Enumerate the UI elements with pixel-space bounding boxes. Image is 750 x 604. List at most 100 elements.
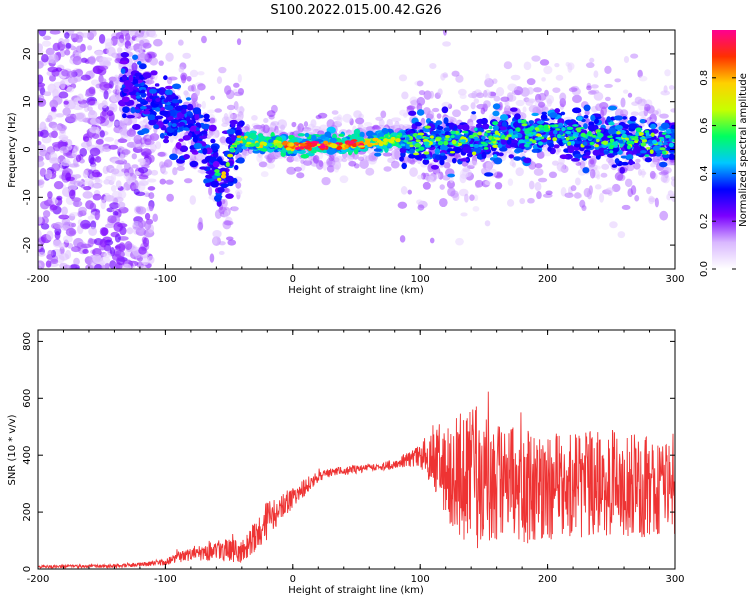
- spectrogram-cell: [80, 219, 91, 230]
- spectrogram-cell: [472, 206, 480, 212]
- spectrogram-cell: [508, 154, 515, 159]
- spectrogram-cell: [364, 139, 371, 144]
- spectrogram-cell: [534, 163, 543, 169]
- spectrogram-cell: [112, 54, 118, 59]
- spectrogram-cell: [277, 119, 288, 130]
- y-tick-label: 400: [22, 446, 33, 465]
- spectrogram-cell: [568, 136, 575, 141]
- spectrogram-cell: [353, 148, 359, 155]
- spectrogram-cell: [203, 113, 210, 120]
- spectrogram-cell: [358, 145, 365, 148]
- spectrogram-cell: [621, 204, 631, 210]
- spectrogram-cell: [492, 121, 499, 126]
- spectrogram-cell: [38, 179, 45, 186]
- spectrogram-cell: [51, 162, 61, 172]
- spectrogram-cell: [626, 141, 631, 145]
- spectrogram-cell: [620, 97, 626, 108]
- spectrogram-cell: [408, 136, 414, 141]
- spectrogram-cell: [468, 151, 473, 158]
- spectrogram-cell: [180, 72, 188, 81]
- spectrogram-cell: [462, 167, 471, 173]
- spectrogram-cell: [484, 180, 492, 186]
- spectrogram-cell: [189, 149, 197, 153]
- spectrogram-cell: [234, 165, 239, 171]
- spectrogram-cell: [220, 183, 230, 188]
- spectrogram-cell: [615, 136, 622, 140]
- spectrogram-cell: [62, 264, 72, 269]
- spectrogram-cell: [384, 133, 389, 139]
- spectrogram-cell: [140, 92, 147, 98]
- spectrogram-cell: [609, 221, 618, 229]
- spectrogram-cell: [177, 39, 184, 46]
- y-tick-label: -20: [22, 237, 33, 253]
- spectrogram-cell: [38, 262, 42, 269]
- spectrogram-cell: [73, 145, 80, 153]
- spectrogram-cell: [100, 199, 106, 210]
- spectrogram-cell: [491, 138, 496, 142]
- spectrogram-cell: [641, 168, 646, 178]
- spectrogram-cell: [40, 200, 50, 210]
- spectrogram-cell: [43, 35, 52, 41]
- spectrogram-cell: [292, 156, 299, 161]
- spectrogram-cell: [126, 227, 134, 235]
- spectrogram-cell: [485, 161, 495, 167]
- spectrogram-cell: [596, 138, 600, 143]
- y-tick-label: -10: [22, 189, 33, 205]
- spectrogram-cell: [414, 155, 421, 160]
- spectrogram-cell: [38, 30, 47, 37]
- spectrogram-cell: [138, 180, 149, 186]
- spectrogram-cell: [210, 95, 216, 101]
- spectrogram-cell: [593, 118, 599, 125]
- spectrogram-cell: [53, 180, 64, 190]
- spectrogram-cell: [93, 264, 103, 269]
- spectrogram-cell: [318, 160, 324, 168]
- spectrogram-cell: [310, 149, 317, 154]
- spectrogram-cell: [150, 70, 158, 76]
- spectrogram-cell: [178, 138, 184, 142]
- spectrogram-cell: [386, 138, 392, 142]
- spectrogram-cell: [671, 138, 675, 143]
- spectrogram-cell: [603, 150, 610, 155]
- spectrogram-cell: [580, 137, 587, 141]
- spectrogram-cell: [355, 117, 365, 125]
- spectrogram-cell: [401, 91, 409, 100]
- spectrogram-cell: [602, 140, 609, 145]
- spectrogram-cell: [564, 192, 574, 198]
- spectrogram-cell: [670, 124, 675, 130]
- spectrogram-cell: [531, 139, 537, 144]
- spectrogram-cell: [110, 184, 117, 192]
- y-tick-label: 200: [22, 503, 33, 522]
- spectrogram-cell: [489, 157, 495, 161]
- spectrogram-cell: [534, 137, 541, 141]
- spectrogram-cell: [212, 229, 222, 238]
- spectrogram-cell: [316, 143, 321, 147]
- spectrogram-cell: [407, 189, 412, 195]
- spectrogram-cell: [464, 193, 469, 203]
- x-tick-label: 0: [290, 274, 296, 285]
- spectrogram-cell: [553, 144, 560, 149]
- spectrogram-cell: [178, 66, 185, 73]
- spectrogram-cell: [435, 172, 441, 179]
- spectrogram-cell: [382, 152, 393, 157]
- spectrogram-cell: [214, 172, 222, 177]
- spectrogram-cell: [62, 107, 71, 116]
- spectrogram-cell: [555, 128, 561, 131]
- spectrogram-cell: [113, 222, 123, 232]
- spectrogram-cell: [590, 159, 595, 165]
- spectrogram-cell: [88, 98, 96, 106]
- spectrogram-cell: [537, 124, 544, 129]
- spectrogram-cell: [494, 130, 499, 135]
- spectrogram-cell: [434, 130, 441, 134]
- spectrogram-cell: [600, 106, 607, 116]
- spectrogram-cell: [614, 124, 623, 131]
- spectrogram-cell: [226, 104, 236, 111]
- spectrogram-cell: [582, 145, 592, 149]
- spectrogram-cell: [649, 149, 654, 155]
- spectrogram-cell: [64, 32, 70, 39]
- spectrogram-cell: [548, 171, 558, 179]
- spectrogram-cell: [534, 127, 540, 131]
- spectrogram-cell: [613, 115, 624, 121]
- spectrogram-cell: [69, 179, 77, 185]
- spectrogram-cell: [562, 139, 569, 144]
- y-tick-label: 800: [22, 332, 33, 351]
